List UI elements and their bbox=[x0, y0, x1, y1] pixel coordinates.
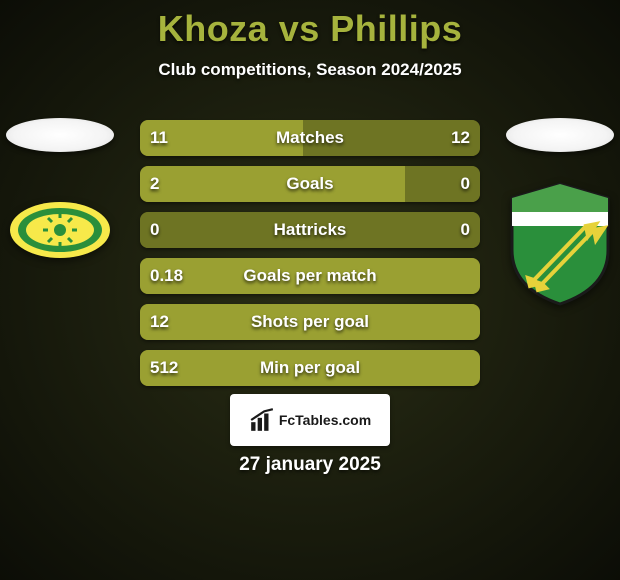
right-club-badge bbox=[504, 180, 616, 308]
banner-text: FcTables.com bbox=[279, 412, 371, 428]
sundowns-logo-icon bbox=[10, 180, 110, 280]
stat-row: 11 12 Matches bbox=[140, 120, 480, 156]
stat-bar-left bbox=[140, 166, 405, 202]
stat-row: 2 0 Goals bbox=[140, 166, 480, 202]
stat-value-left: 0 bbox=[150, 220, 159, 240]
stat-label: Shots per goal bbox=[251, 312, 369, 332]
stat-row: 512 Min per goal bbox=[140, 350, 480, 386]
stat-value-left: 12 bbox=[150, 312, 169, 332]
stat-value-right: 0 bbox=[461, 220, 470, 240]
golden-arrows-logo-icon bbox=[504, 180, 616, 308]
stat-label: Matches bbox=[276, 128, 344, 148]
page-title: Khoza vs Phillips bbox=[0, 0, 620, 50]
stat-value-right: 0 bbox=[461, 174, 470, 194]
stat-value-left: 2 bbox=[150, 174, 159, 194]
stat-row: 0.18 Goals per match bbox=[140, 258, 480, 294]
stat-label: Hattricks bbox=[274, 220, 347, 240]
stat-value-right: 12 bbox=[451, 128, 470, 148]
stat-label: Goals per match bbox=[243, 266, 376, 286]
page-subtitle: Club competitions, Season 2024/2025 bbox=[0, 60, 620, 80]
main-content: Khoza vs Phillips Club competitions, Sea… bbox=[0, 0, 620, 580]
stat-row: 0 0 Hattricks bbox=[140, 212, 480, 248]
stat-value-left: 512 bbox=[150, 358, 178, 378]
stat-row: 12 Shots per goal bbox=[140, 304, 480, 340]
date-text: 27 january 2025 bbox=[239, 454, 381, 476]
stats-container: 11 12 Matches 2 0 Goals 0 0 Hattricks 0.18 Goals p… bbox=[140, 120, 480, 396]
fctables-banner[interactable]: FcTables.com bbox=[230, 394, 390, 446]
stat-label: Goals bbox=[286, 174, 333, 194]
right-flag-ellipse bbox=[506, 118, 614, 152]
chart-icon bbox=[249, 407, 275, 433]
stat-value-left: 0.18 bbox=[150, 266, 183, 286]
left-flag-ellipse bbox=[6, 118, 114, 152]
stat-label: Min per goal bbox=[260, 358, 360, 378]
left-club-column bbox=[0, 118, 120, 280]
left-club-badge bbox=[10, 180, 110, 280]
right-club-column bbox=[500, 118, 620, 308]
stat-value-left: 11 bbox=[150, 128, 168, 148]
